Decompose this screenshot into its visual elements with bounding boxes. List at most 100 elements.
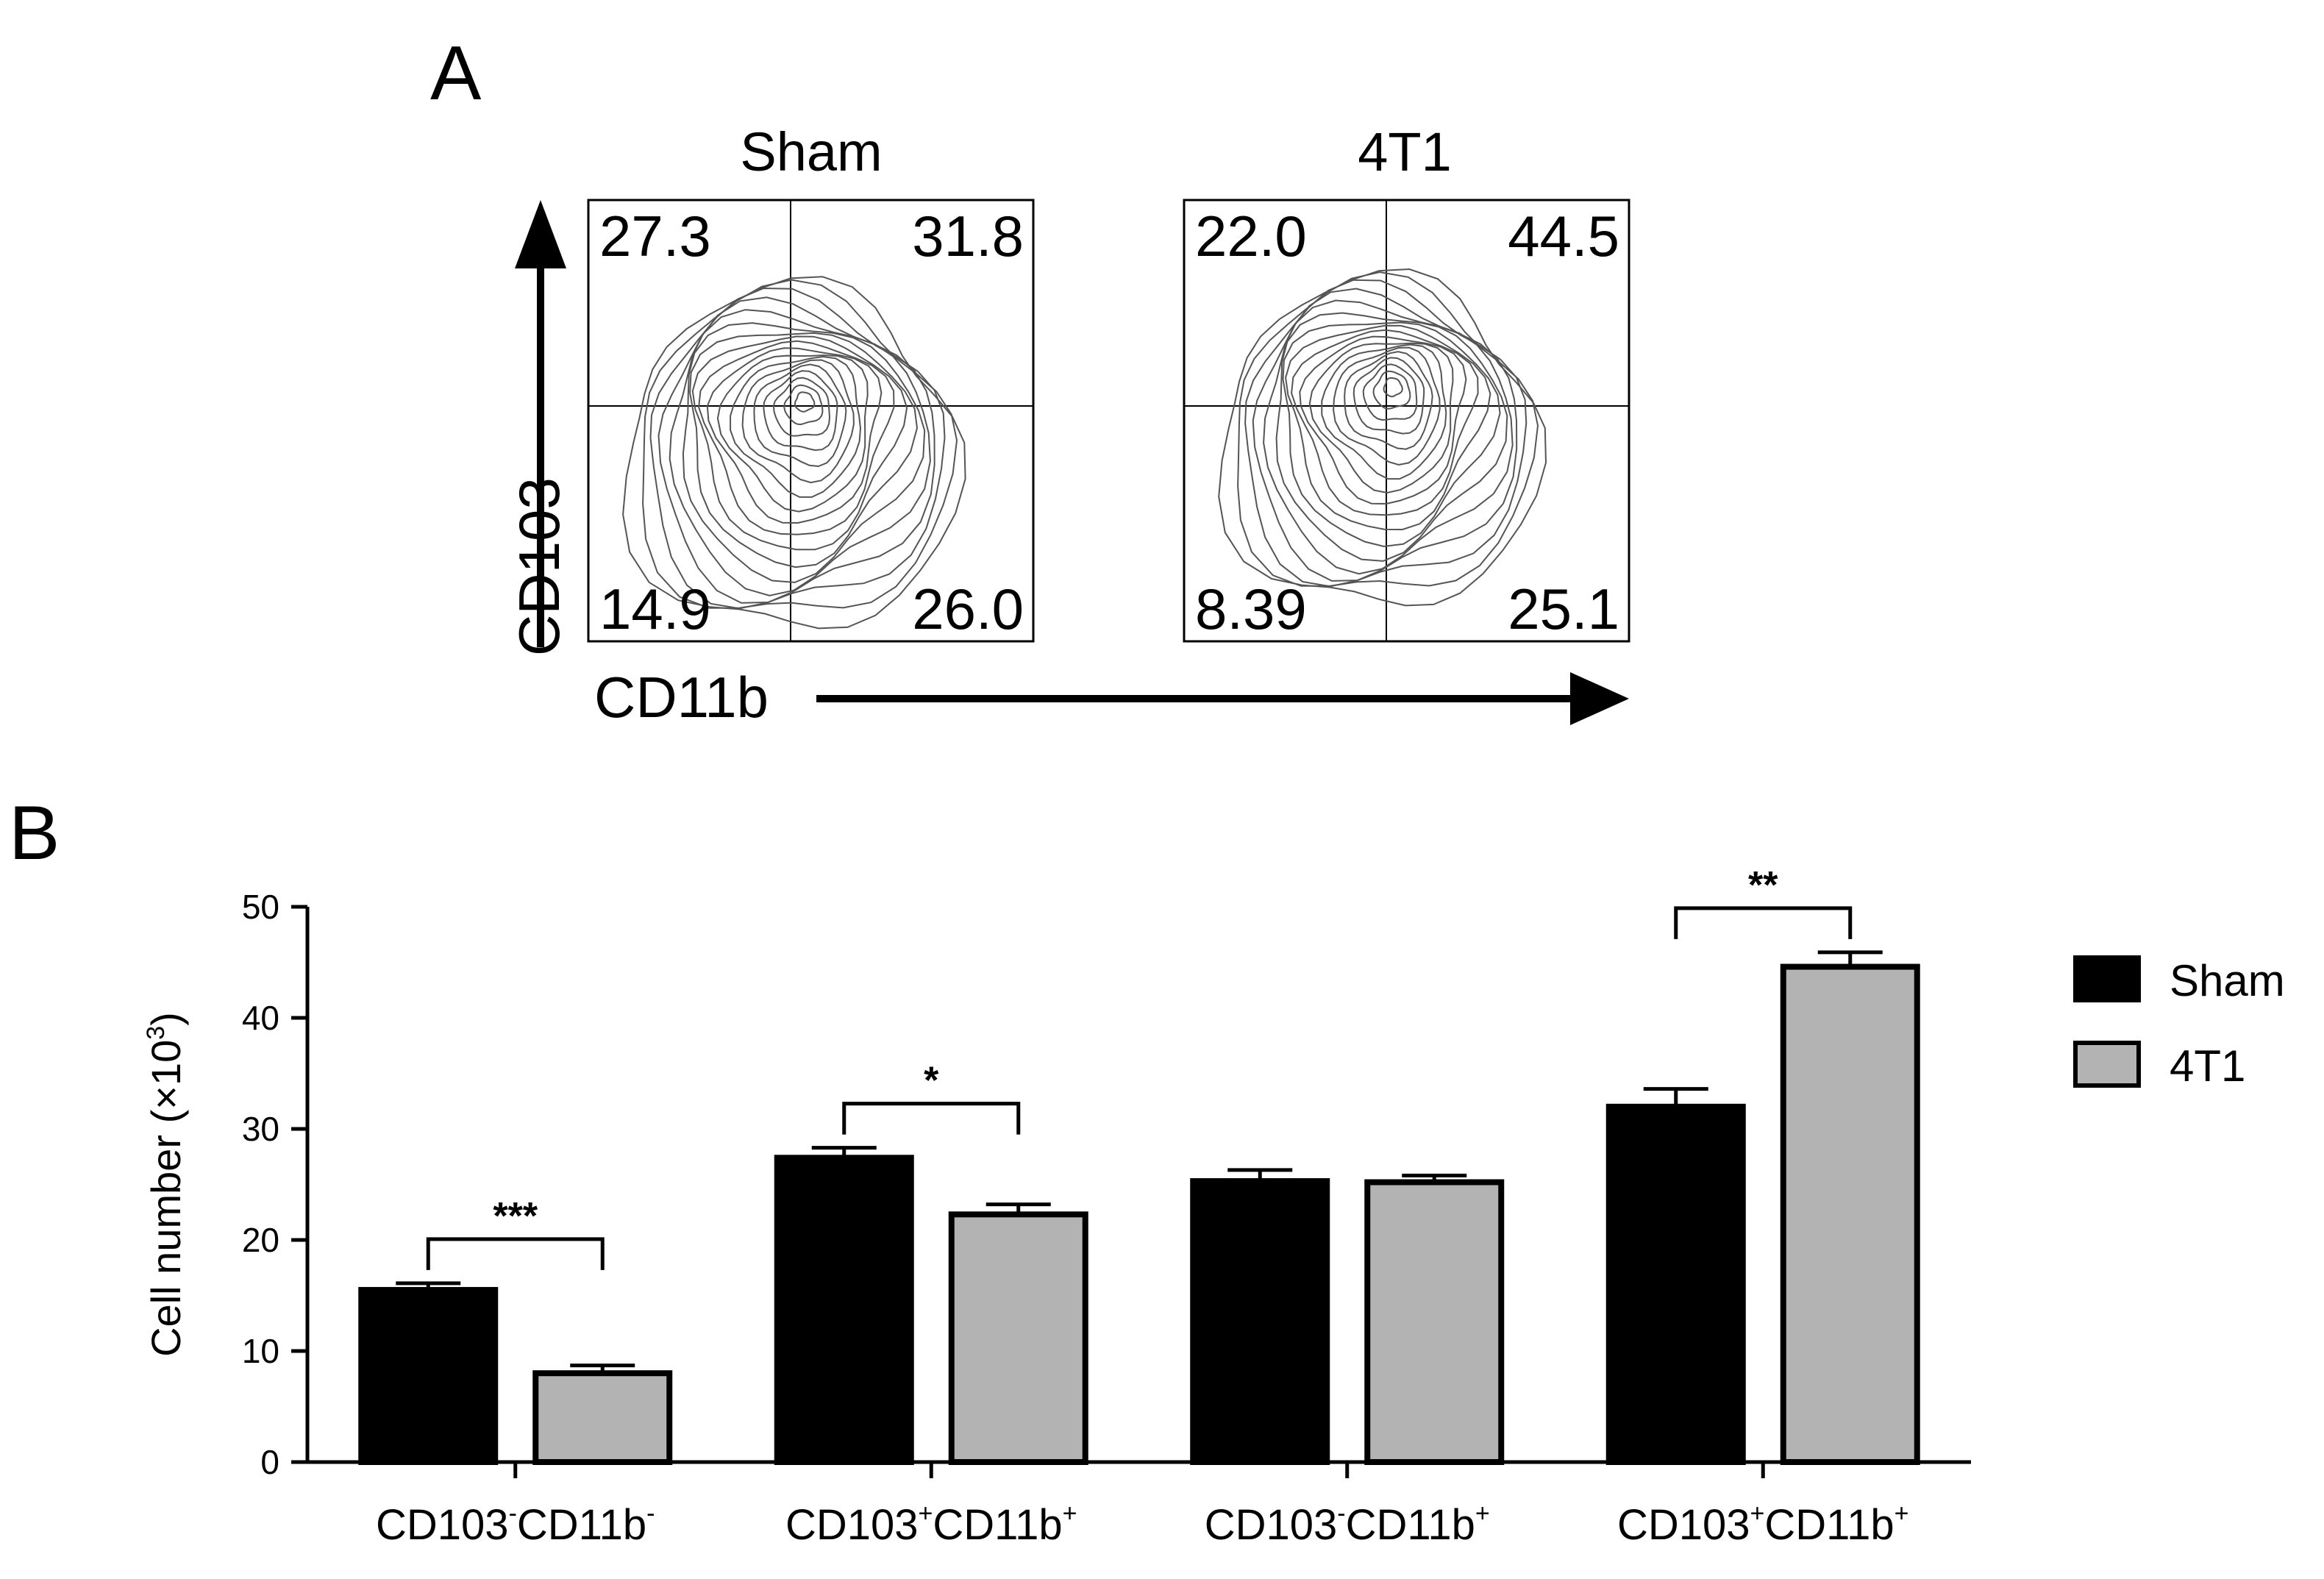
contour-ring: [682, 322, 926, 583]
bar-sham: [358, 1286, 499, 1465]
contour-ring: [649, 287, 946, 610]
flow-x-axis-label: CD11b: [594, 665, 769, 730]
contour-ring: [689, 332, 919, 568]
bar-4t1: [1364, 1179, 1505, 1465]
density-contours: [622, 276, 966, 630]
flow-plot-sham: Sham 27.3 31.8 14.9 26.0: [587, 121, 1035, 643]
contour-ring: [716, 354, 869, 513]
contour-ring: [642, 279, 958, 609]
y-axis-arrowhead: [515, 200, 566, 268]
category-label-sup: +: [1063, 1500, 1077, 1528]
significance-marker: **: [1748, 864, 1778, 907]
quadrant-value-lower-right: 25.1: [1508, 577, 1619, 641]
legend-swatch-sham: [2073, 955, 2141, 1002]
bar-4t1: [532, 1370, 673, 1465]
contour-ring: [622, 276, 966, 630]
contour-ring: [1252, 288, 1518, 582]
flow-plot-frame: [587, 199, 1035, 643]
significance-bracket: [426, 1237, 605, 1270]
contour-ring: [794, 391, 816, 413]
category-label-part: CD11b: [933, 1501, 1062, 1549]
x-axis-arrowhead: [1570, 672, 1629, 725]
contour-ring: [1344, 351, 1433, 450]
bar-sham: [774, 1155, 914, 1465]
flow-plot-frame: [1183, 199, 1630, 643]
category-label-part: CD103: [376, 1501, 509, 1549]
significance-bracket: [842, 1102, 1021, 1135]
flow-plot-title: Sham: [740, 121, 882, 182]
category-label-part: CD11b: [517, 1501, 646, 1549]
significance-bracket: [1674, 906, 1853, 939]
contour-ring: [1333, 346, 1441, 466]
contour-ring: [1372, 370, 1411, 410]
contour-ring: [1263, 299, 1514, 575]
contour-ring: [691, 335, 908, 551]
y-axis-label: Cell number (×103): [142, 1012, 189, 1357]
significance-marker: *: [924, 1060, 939, 1102]
contour-ring: [741, 359, 855, 484]
quadrant-value-upper-right: 44.5: [1508, 204, 1619, 268]
y-tick-label: 40: [242, 999, 279, 1037]
contour-ring: [1299, 335, 1467, 505]
legend-label: 4T1: [2170, 1041, 2245, 1091]
category-label-sup: +: [1750, 1500, 1765, 1528]
contour-ring: [1352, 357, 1425, 435]
quadrant-value-lower-left: 8.39: [1195, 577, 1307, 641]
x-category-label: CD103-CD11b+: [1205, 1500, 1490, 1549]
category-label-sup: +: [919, 1500, 933, 1528]
category-label-part: CD11b: [1764, 1501, 1894, 1549]
contour-ring: [1218, 268, 1547, 607]
flow-plot-4t1: 4T1 22.0 44.5 8.39 25.1: [1183, 121, 1630, 643]
contour-ring: [698, 340, 895, 535]
legend-swatch-4t1: [2073, 1041, 2141, 1088]
density-contours: [1218, 268, 1547, 607]
contour-ring: [763, 370, 838, 452]
bar-sham: [1190, 1177, 1330, 1465]
category-label-sup: +: [1895, 1500, 1909, 1528]
panel-a-letter: A: [430, 31, 482, 116]
quadrant-value-lower-right: 26.0: [912, 577, 1024, 641]
contour-ring: [730, 355, 862, 498]
x-category-label: CD103-CD11b-: [376, 1500, 655, 1549]
quadrant-value-upper-left: 27.3: [599, 204, 711, 268]
x-category-label: CD103+CD11b+: [1617, 1500, 1909, 1549]
category-label-sup: -: [1337, 1500, 1345, 1528]
quadrant-value-lower-left: 14.9: [599, 577, 711, 641]
contour-ring: [1362, 363, 1418, 421]
category-label-part: CD11b: [1346, 1501, 1475, 1549]
category-label-part: CD103: [785, 1501, 919, 1549]
quadrant-value-upper-right: 31.8: [912, 204, 1024, 268]
bar-sham: [1605, 1103, 1746, 1466]
contour-ring: [1237, 271, 1539, 587]
contour-ring: [1321, 343, 1447, 480]
y-axis-label-sup: 3: [142, 1026, 170, 1040]
contour-ring: [1383, 377, 1403, 398]
contour-ring: [1244, 279, 1528, 588]
category-label-part: CD103: [1205, 1501, 1338, 1549]
category-label-part: CD103: [1617, 1501, 1750, 1549]
y-tick-label: 20: [242, 1221, 279, 1259]
contour-ring: [706, 347, 883, 524]
y-tick-label: 30: [242, 1110, 279, 1148]
contour-ring: [1282, 321, 1501, 548]
contour-ring: [657, 296, 935, 604]
contour-ring: [669, 309, 931, 596]
flow-y-axis-label: CD103: [507, 477, 571, 656]
contour-ring: [1291, 329, 1479, 516]
y-tick-label: 10: [242, 1332, 279, 1370]
category-label-sup: -: [646, 1500, 655, 1528]
quadrant-value-upper-left: 22.0: [1195, 204, 1307, 268]
x-category-label: CD103+CD11b+: [785, 1500, 1077, 1549]
contour-ring: [1275, 312, 1508, 562]
significance-marker: ***: [493, 1195, 538, 1238]
y-axis-label-main: Cell number (×10: [143, 1040, 189, 1357]
category-label-sup: -: [509, 1500, 517, 1528]
category-label-sup: +: [1475, 1500, 1490, 1528]
contour-ring: [783, 384, 824, 426]
contour-ring: [1285, 324, 1491, 531]
y-axis-label-tail: ): [143, 1012, 189, 1026]
legend-label: Sham: [2170, 956, 2285, 1005]
contour-ring: [772, 377, 831, 437]
